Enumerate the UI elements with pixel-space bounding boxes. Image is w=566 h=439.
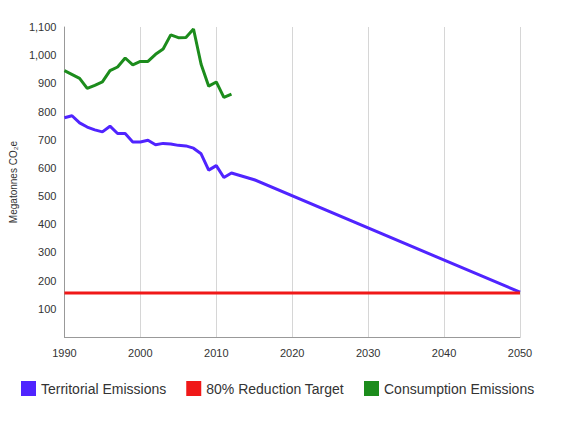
svg-text:Megatonnes CO₂e: Megatonnes CO₂e xyxy=(8,140,19,223)
svg-text:100: 100 xyxy=(38,303,56,315)
svg-text:2030: 2030 xyxy=(356,347,380,359)
svg-text:300: 300 xyxy=(38,246,56,258)
svg-text:400: 400 xyxy=(38,218,56,230)
svg-text:2050: 2050 xyxy=(508,347,532,359)
svg-text:700: 700 xyxy=(38,134,56,146)
svg-text:2020: 2020 xyxy=(280,347,304,359)
svg-text:2010: 2010 xyxy=(204,347,228,359)
svg-text:1,000: 1,000 xyxy=(29,49,57,61)
svg-text:Consumption Emissions: Consumption Emissions xyxy=(384,381,534,397)
svg-text:Territorial Emissions: Territorial Emissions xyxy=(41,381,166,397)
svg-text:200: 200 xyxy=(38,275,56,287)
svg-text:800: 800 xyxy=(38,106,56,118)
svg-text:500: 500 xyxy=(38,190,56,202)
svg-text:600: 600 xyxy=(38,162,56,174)
svg-text:1,100: 1,100 xyxy=(29,21,57,33)
svg-text:80% Reduction Target: 80% Reduction Target xyxy=(206,381,344,397)
svg-text:900: 900 xyxy=(38,77,56,89)
svg-text:2000: 2000 xyxy=(128,347,152,359)
svg-text:1990: 1990 xyxy=(52,347,76,359)
svg-text:2040: 2040 xyxy=(432,347,456,359)
